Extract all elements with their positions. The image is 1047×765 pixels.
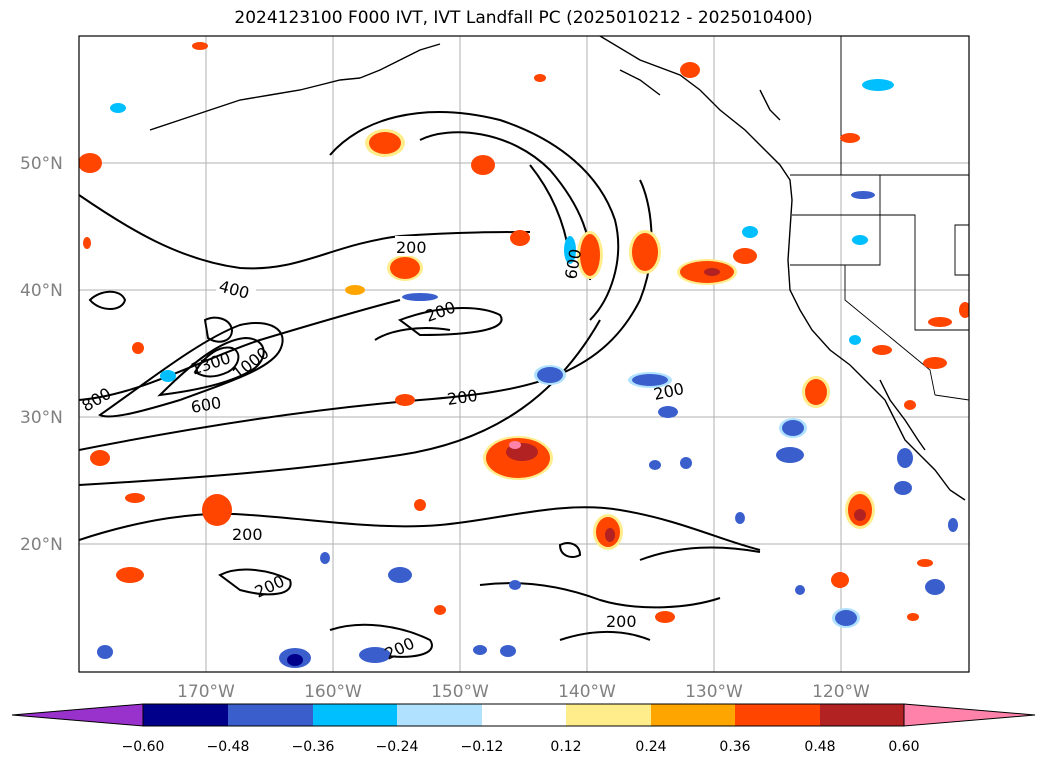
colorbar-segment: [820, 704, 904, 726]
colorbar-extend-max: [903, 703, 1036, 727]
colorbar-segment: [651, 704, 735, 726]
colorbar-tick-label: 0.24: [635, 739, 666, 755]
contour-label: 200: [606, 612, 637, 631]
colorbar-tick-label: 0.48: [804, 739, 835, 755]
colorbar-segment: [397, 704, 482, 726]
colorbar-segment: [228, 704, 313, 726]
map-border: [78, 35, 970, 673]
colorbar-tick-label: 0.60: [888, 739, 919, 755]
negative-pc-areas: [97, 79, 958, 668]
lon-tick-label: 160°W: [304, 682, 362, 702]
colorbar-tick-label: −0.24: [376, 739, 419, 755]
lon-tick-label: 150°W: [431, 682, 489, 702]
lon-tick-label: 120°W: [812, 682, 870, 702]
colorbar-tick-label: 0.12: [550, 739, 581, 755]
lon-tick-label: 140°W: [558, 682, 616, 702]
state-borders: [790, 36, 969, 401]
ivt-contours: [79, 111, 761, 658]
coastline: [149, 36, 966, 501]
colorbar-tick-label: −0.12: [461, 739, 504, 755]
lat-tick-labels: 50°N 40°N 30°N 20°N: [20, 154, 63, 555]
lat-tick-label: 20°N: [20, 535, 63, 555]
lat-tick-label: 50°N: [20, 154, 63, 174]
contour-label: 200: [232, 525, 263, 544]
lon-tick-labels: 170°W 160°W 150°W 140°W 130°W 120°W: [177, 682, 870, 702]
colorbar-segment: [482, 704, 566, 726]
lon-tick-label: 130°W: [685, 682, 743, 702]
colorbar-segment: [735, 704, 820, 726]
colorbar-tick-label: −0.48: [207, 739, 250, 755]
lat-tick-label: 40°N: [20, 281, 63, 301]
colorbar-segment: [313, 704, 397, 726]
positive-pc-areas: [79, 42, 969, 623]
colorbar: −0.60 −0.48 −0.36 −0.24 −0.12 0.12 0.24 …: [11, 703, 1036, 755]
contour-label: 200: [446, 386, 479, 409]
colorbar-tick-label: 0.36: [719, 739, 750, 755]
colorbar-segment: [143, 704, 228, 726]
colorbar-extend-min: [11, 703, 144, 727]
map-title: 2024123100 F000 IVT, IVT Landfall PC (20…: [234, 8, 813, 28]
map-area: [79, 36, 969, 672]
colorbar-tick-label: −0.36: [292, 739, 335, 755]
colorbar-segment: [566, 704, 651, 726]
lon-tick-label: 170°W: [177, 682, 235, 702]
lat-tick-label: 30°N: [20, 408, 63, 428]
colorbar-tick-label: −0.60: [122, 739, 165, 755]
contour-label: 200: [396, 238, 427, 257]
